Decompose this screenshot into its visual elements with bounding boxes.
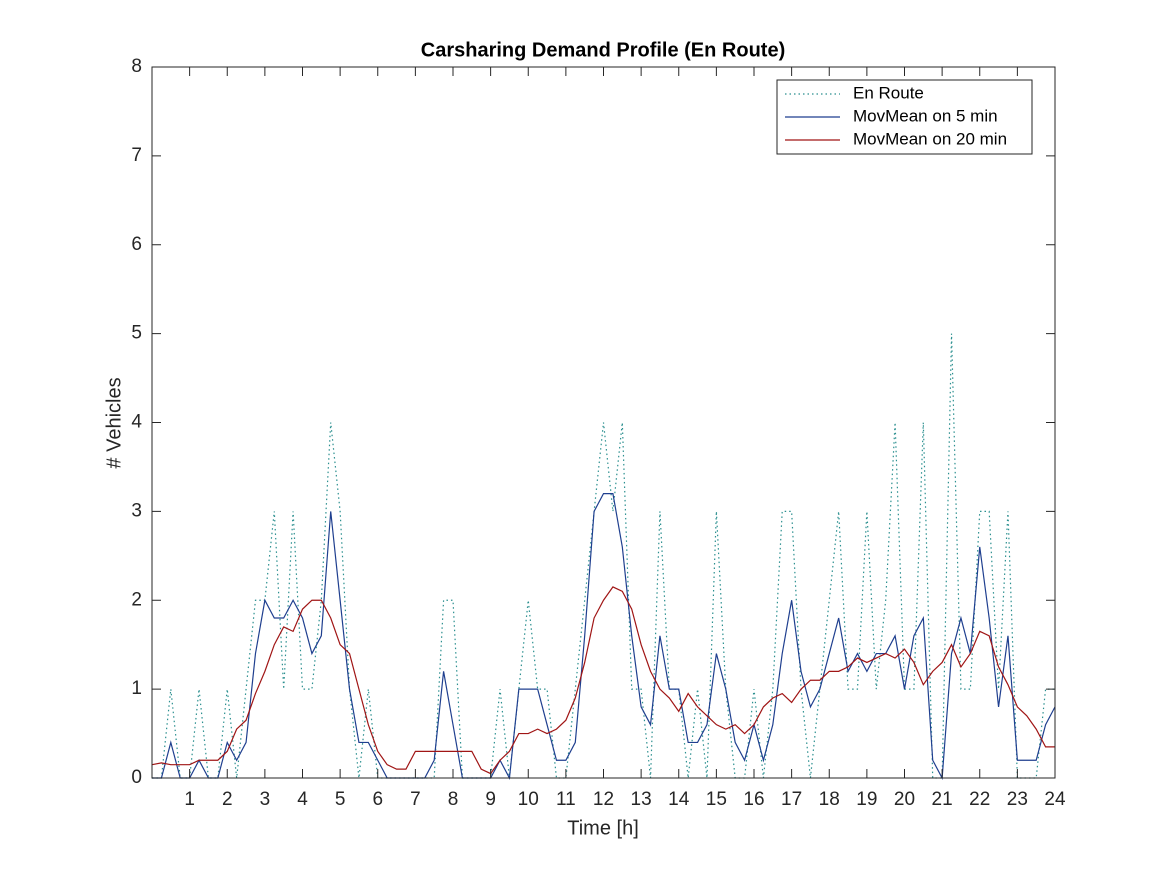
x-tick-label: 7 — [410, 789, 421, 810]
legend-label: En Route — [853, 83, 924, 102]
x-tick-label: 17 — [781, 789, 802, 810]
y-tick-label: 1 — [131, 678, 142, 699]
x-tick-label: 12 — [593, 789, 614, 810]
chart-title: Carsharing Demand Profile (En Route) — [421, 39, 786, 61]
x-tick-label: 24 — [1044, 789, 1066, 810]
y-axis-label: # Vehicles — [103, 377, 125, 468]
x-tick-label: 8 — [448, 789, 459, 810]
x-tick-label: 14 — [668, 789, 690, 810]
legend-label: MovMean on 20 min — [853, 129, 1007, 148]
x-tick-label: 23 — [1007, 789, 1028, 810]
x-tick-label: 20 — [894, 789, 915, 810]
y-tick-label: 7 — [131, 145, 142, 166]
x-tick-label: 13 — [631, 789, 652, 810]
x-tick-label: 18 — [819, 789, 840, 810]
legend: En Route MovMean on 5 min MovMean on 20 mi… — [776, 79, 1033, 155]
x-tick-label: 22 — [969, 789, 990, 810]
x-axis-label: Time [h] — [567, 817, 639, 839]
data-line — [151, 586, 1055, 775]
x-tick-label: 9 — [485, 789, 496, 810]
y-tick-label: 5 — [131, 323, 142, 344]
x-tick-label: 3 — [260, 789, 271, 810]
x-tick-label: 6 — [372, 789, 383, 810]
y-tick-label: 3 — [131, 500, 142, 521]
data-line — [152, 493, 1056, 781]
y-tick-label: 2 — [131, 589, 142, 610]
x-tick-label: 19 — [856, 789, 877, 810]
y-tick-label: 4 — [131, 412, 142, 433]
x-tick-label: 2 — [222, 789, 233, 810]
x-tick-label: 21 — [932, 789, 953, 810]
x-tick-label: 16 — [743, 789, 764, 810]
x-tick-label: 1 — [184, 789, 195, 810]
x-tick-label: 11 — [556, 789, 576, 810]
legend-label: MovMean on 5 min — [853, 106, 998, 125]
y-tick-label: 6 — [131, 234, 142, 255]
x-tick-label: 5 — [335, 789, 346, 810]
x-tick-label: 10 — [518, 789, 539, 810]
x-tick-label: 4 — [297, 789, 308, 810]
y-tick-label: 8 — [131, 56, 142, 77]
x-tick-label: 15 — [706, 789, 727, 810]
y-tick-label: 0 — [131, 767, 142, 788]
